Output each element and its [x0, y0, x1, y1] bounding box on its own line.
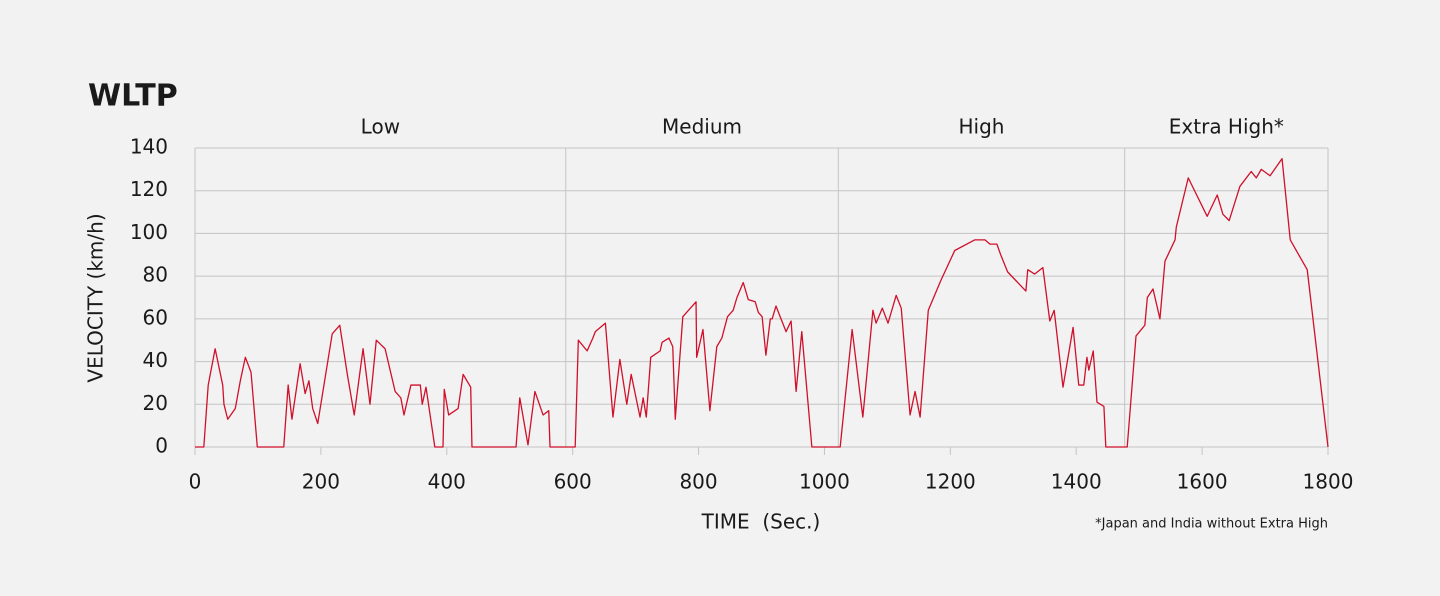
y-tick-label: 120 [130, 177, 168, 201]
y-tick-label: 0 [155, 434, 168, 458]
x-tick-label: 0 [189, 470, 202, 494]
y-tick-label: 140 [130, 135, 168, 159]
x-axis-label: TIME (Sec.) [701, 510, 821, 534]
x-tick-label: 200 [302, 470, 340, 494]
x-tick-label: 800 [679, 470, 717, 494]
phase-label: Extra High* [1169, 115, 1284, 139]
y-tick-label: 100 [130, 220, 168, 244]
x-tick-label: 1600 [1177, 470, 1228, 494]
footnote: *Japan and India without Extra High [1095, 517, 1328, 532]
x-tick-label: 400 [428, 470, 466, 494]
chart-title: WLTP [88, 79, 178, 114]
phase-label: Medium [662, 115, 742, 139]
x-tick-label: 1800 [1303, 470, 1354, 494]
velocity-line [195, 158, 1329, 448]
y-tick-label: 60 [143, 305, 168, 329]
y-axis-label: VELOCITY (km/h) [84, 213, 108, 382]
x-tick-label: 600 [554, 470, 592, 494]
y-tick-label: 40 [143, 348, 168, 372]
phase-label: High [959, 115, 1005, 139]
y-tick-label: 20 [143, 391, 168, 415]
x-tick-label: 1400 [1051, 470, 1102, 494]
x-tick-label: 1200 [925, 470, 976, 494]
x-tick-label: 1000 [799, 470, 850, 494]
phase-label: Low [361, 115, 400, 139]
y-tick-label: 80 [143, 263, 168, 287]
